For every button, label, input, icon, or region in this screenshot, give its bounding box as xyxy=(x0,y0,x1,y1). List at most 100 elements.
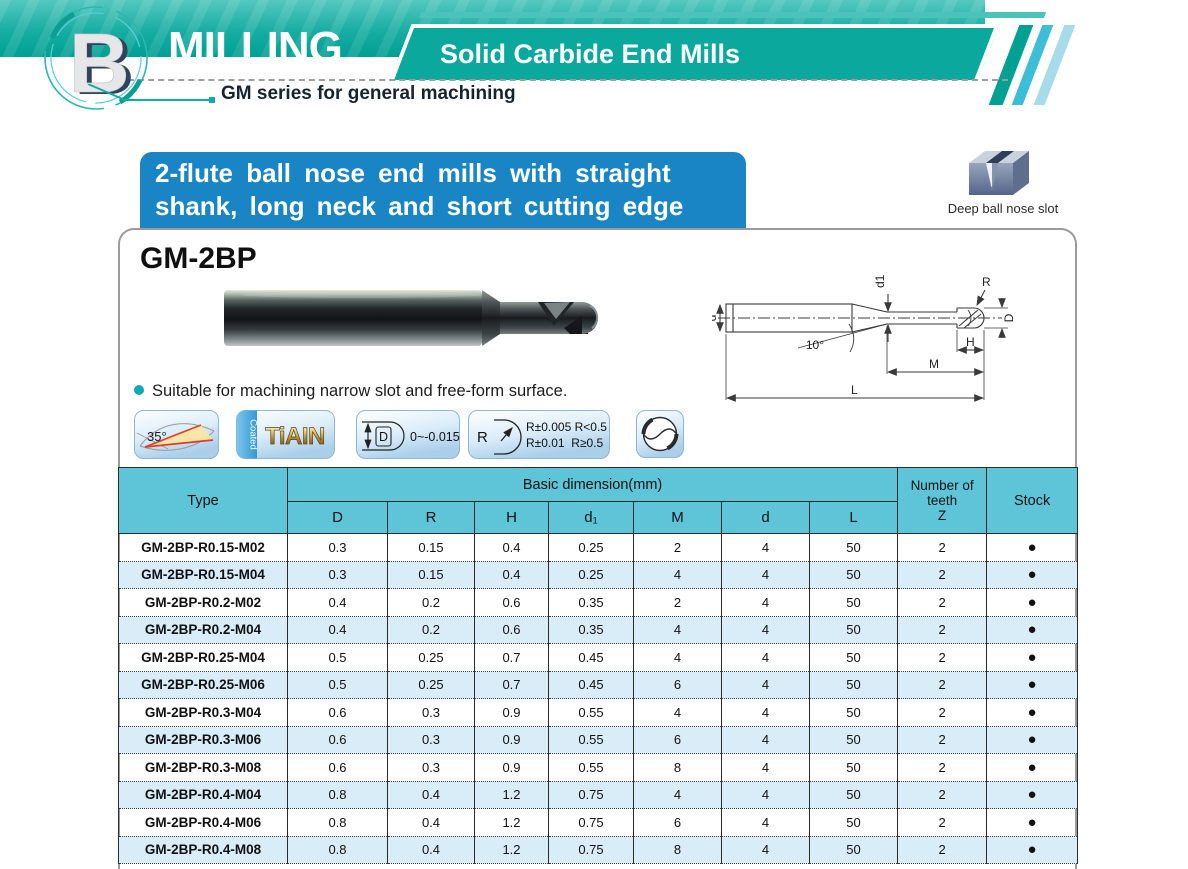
dim-cell: 50 xyxy=(808,670,899,699)
dim-cell: 50 xyxy=(808,835,899,864)
stock-cell: ● xyxy=(986,615,1079,644)
drawing-label-d: d xyxy=(712,315,719,322)
dim-cell: 0.4 xyxy=(387,780,475,809)
dim-cell: 2 xyxy=(633,533,722,562)
dim-cell: 0.4 xyxy=(474,560,549,589)
coated-label: Coated xyxy=(248,419,259,450)
teeth-cell: 2 xyxy=(897,588,988,617)
table-row: GM-2BP-R0.4-M06 0.8 0.4 1.2 0.75 6 4 50 2 ● xyxy=(118,808,1079,837)
dim-cell: 0.2 xyxy=(387,588,475,617)
dim-cell: 4 xyxy=(633,615,722,644)
dim-cell: 0.75 xyxy=(548,808,634,837)
drawing-label-r: R xyxy=(982,275,991,289)
r-tolerance-line2: R±0.01 R≥0.5 xyxy=(526,436,604,450)
dim-cell: 0.5 xyxy=(287,643,388,672)
table-row: GM-2BP-R0.25-M04 0.5 0.25 0.7 0.45 4 4 50 2 ● xyxy=(118,643,1079,672)
dim-cell: 0.8 xyxy=(287,808,388,837)
coating-badge: Coated TiAIN xyxy=(236,410,335,459)
dim-cell: 4 xyxy=(721,560,810,589)
dim-cell: 0.55 xyxy=(548,698,634,727)
type-cell: GM-2BP-R0.25-M06 xyxy=(118,670,288,699)
drawing-label-angle: 10° xyxy=(806,338,824,352)
teeth-cell: 2 xyxy=(897,780,988,809)
flute-section-icon xyxy=(636,410,684,458)
table-row: GM-2BP-R0.25-M06 0.5 0.25 0.7 0.45 6 4 50 2 ● xyxy=(118,670,1079,699)
series-bullet xyxy=(209,97,215,103)
dim-cell: 4 xyxy=(721,670,810,699)
type-cell: GM-2BP-R0.4-M08 xyxy=(118,835,288,864)
header-dashed-rule xyxy=(118,79,1008,81)
type-cell: GM-2BP-R0.4-M06 xyxy=(118,808,288,837)
dim-cell: 6 xyxy=(633,808,722,837)
stock-cell: ● xyxy=(986,780,1079,809)
dim-cell: 0.3 xyxy=(387,698,475,727)
dim-cell: 0.25 xyxy=(387,643,475,672)
teeth-cell: 2 xyxy=(897,560,988,589)
dim-cell: 0.7 xyxy=(474,643,549,672)
dim-cell: 0.35 xyxy=(548,588,634,617)
stock-cell: ● xyxy=(986,643,1079,672)
dim-cell: 0.6 xyxy=(287,698,388,727)
dim-cell: 1.2 xyxy=(474,835,549,864)
dim-cell: 50 xyxy=(808,615,899,644)
dim-cell: 50 xyxy=(808,560,899,589)
dim-cell: 4 xyxy=(721,643,810,672)
dim-cell: 6 xyxy=(633,670,722,699)
logo-letter: B xyxy=(69,16,130,110)
dim-cell: 0.25 xyxy=(548,533,634,562)
dim-col-header: D xyxy=(287,501,388,534)
dim-cell: 0.15 xyxy=(387,560,475,589)
teeth-cell: 2 xyxy=(897,698,988,727)
dim-cell: 0.45 xyxy=(548,643,634,672)
application-caption: Deep ball nose slot xyxy=(947,201,1059,216)
dim-cell: 50 xyxy=(808,643,899,672)
dim-cell: 0.4 xyxy=(474,533,549,562)
dim-cell: 0.6 xyxy=(474,615,549,644)
feature-bullet-icon xyxy=(134,385,144,395)
teeth-cell: 2 xyxy=(897,808,988,837)
section-logo: B B xyxy=(40,0,155,118)
dim-cell: 0.75 xyxy=(548,780,634,809)
d-tolerance-value: 0~-0.015 xyxy=(410,430,460,444)
dim-cell: 8 xyxy=(633,835,722,864)
stock-cell: ● xyxy=(986,560,1079,589)
type-cell: GM-2BP-R0.15-M04 xyxy=(118,560,288,589)
table-row: GM-2BP-R0.2-M02 0.4 0.2 0.6 0.35 2 4 50 2 ● xyxy=(118,588,1079,617)
teeth-cell: 2 xyxy=(897,725,988,754)
dim-cell: 0.25 xyxy=(548,560,634,589)
dim-cell: 0.6 xyxy=(287,753,388,782)
coating-name: TiAIN xyxy=(265,423,325,450)
stock-cell: ● xyxy=(986,698,1079,727)
dim-cell: 0.8 xyxy=(287,835,388,864)
dim-cell: 0.8 xyxy=(287,780,388,809)
dim-col-header: H xyxy=(474,501,549,534)
drawing-label-d1: d1 xyxy=(873,274,887,288)
dim-cell: 50 xyxy=(808,780,899,809)
headline-line-2: shank, long neck and short cutting edge xyxy=(155,191,684,221)
stock-cell: ● xyxy=(986,808,1079,837)
stock-cell: ● xyxy=(986,725,1079,754)
type-cell: GM-2BP-R0.2-M04 xyxy=(118,615,288,644)
dim-cell: 0.6 xyxy=(287,725,388,754)
dim-cell: 50 xyxy=(808,753,899,782)
dim-cell: 0.15 xyxy=(387,533,475,562)
teeth-cell: 2 xyxy=(897,753,988,782)
dim-cell: 50 xyxy=(808,725,899,754)
helix-angle-badge: 35° xyxy=(134,410,219,459)
series-label: GM series for general machining xyxy=(221,83,516,104)
dim-cell: 0.7 xyxy=(474,670,549,699)
col-header-stock: Stock xyxy=(986,467,1079,534)
dim-cell: 0.4 xyxy=(287,588,388,617)
table-row: GM-2BP-R0.4-M04 0.8 0.4 1.2 0.75 4 4 50 2 ● xyxy=(118,780,1079,809)
feature-line: Suitable for machining narrow slot and f… xyxy=(134,382,567,401)
dim-cell: 4 xyxy=(721,780,810,809)
table-row: GM-2BP-R0.3-M04 0.6 0.3 0.9 0.55 4 4 50 2 ● xyxy=(118,698,1079,727)
subsection-title: Solid Carbide End Mills xyxy=(440,39,741,69)
headline-line-1: 2-flute ball nose end mills with straigh… xyxy=(155,158,671,188)
dim-cell: 0.25 xyxy=(387,670,475,699)
product-section-box: GM-2BP xyxy=(118,228,1079,869)
type-cell: GM-2BP-R0.3-M08 xyxy=(118,753,288,782)
dim-cell: 0.55 xyxy=(548,753,634,782)
dimension-drawing: d 10° d1 R D H M L xyxy=(712,274,1016,402)
